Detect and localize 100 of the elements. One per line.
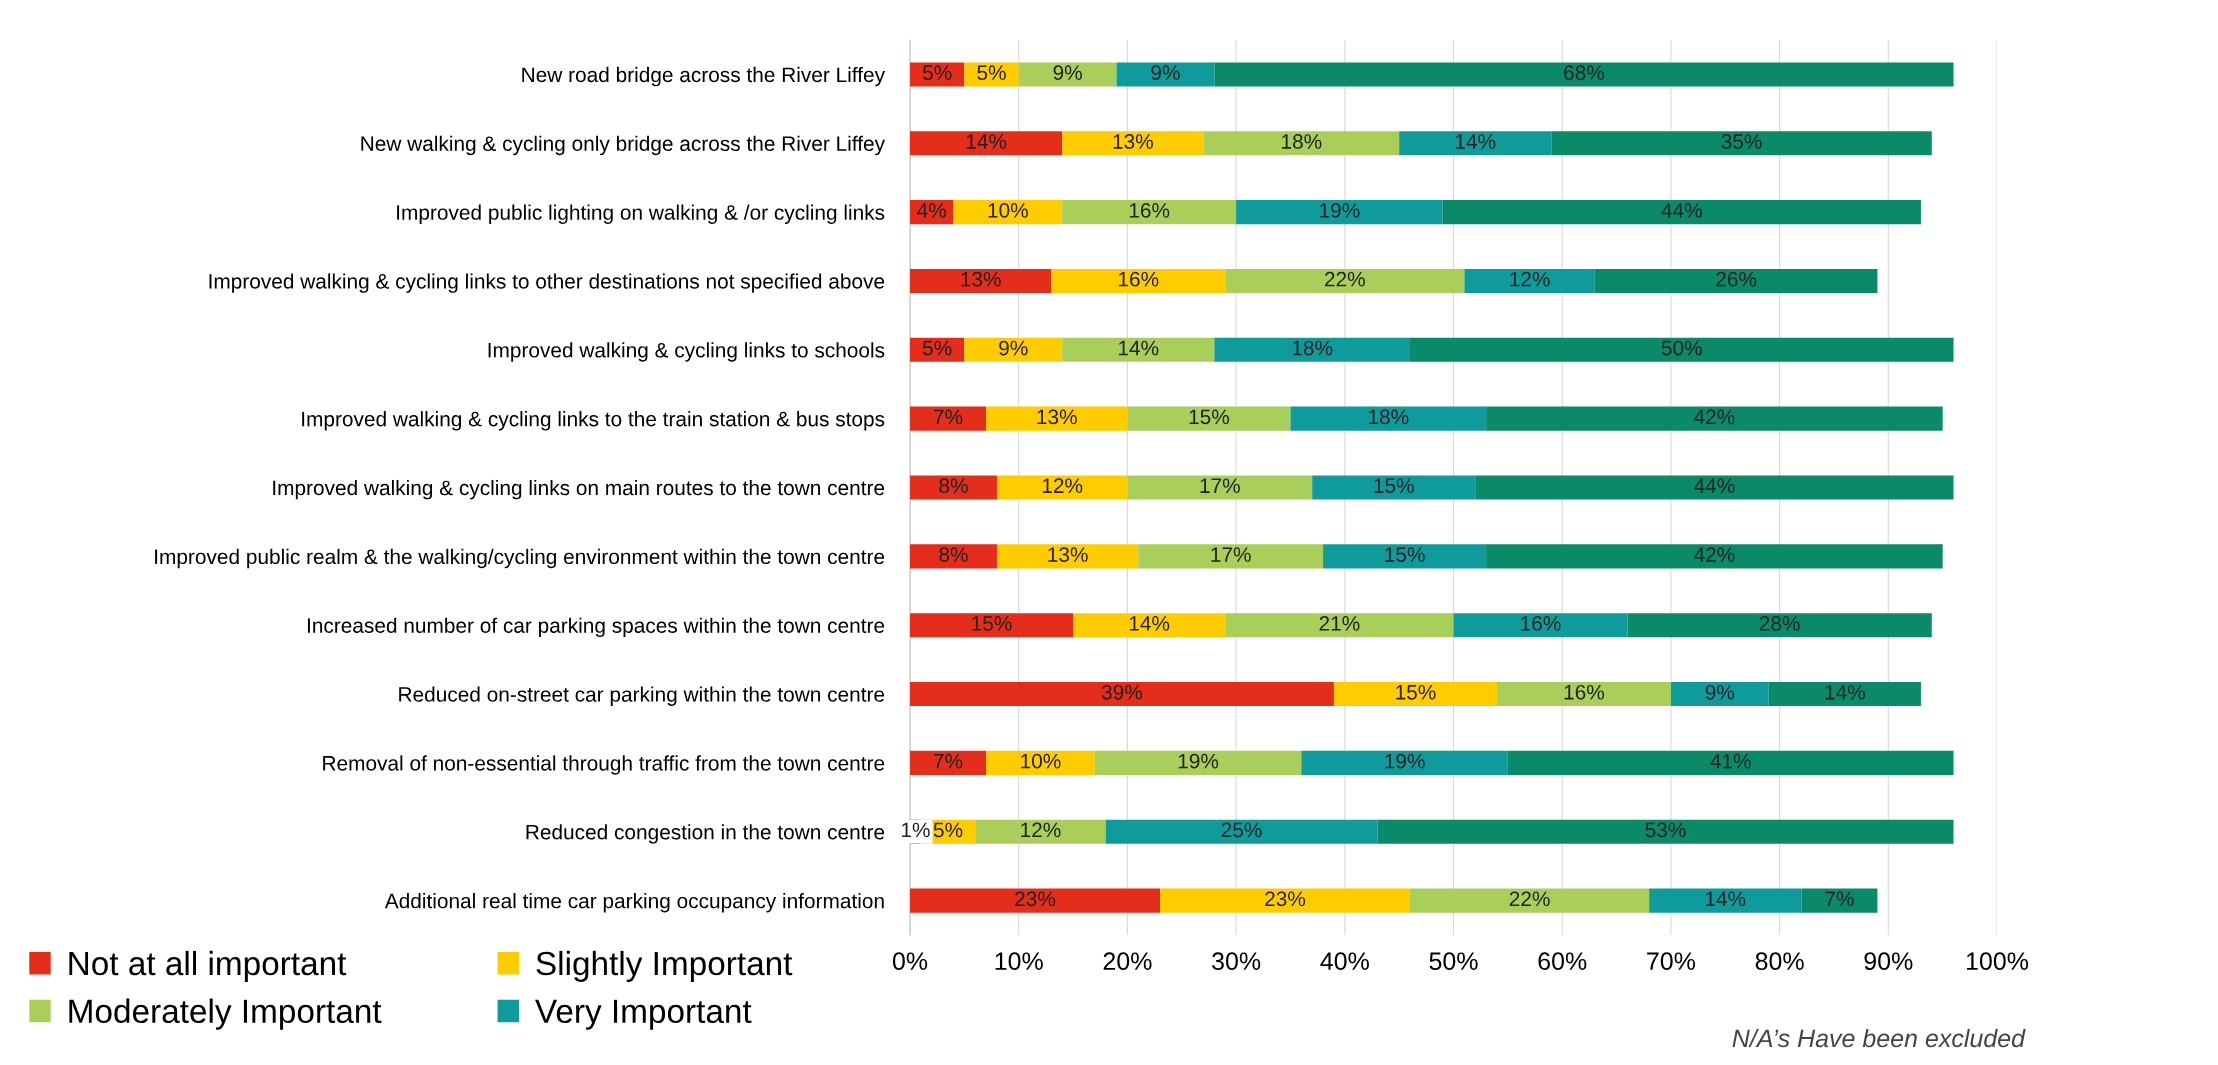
data-label: 22% [1325,271,1365,287]
bar [986,406,1128,431]
data-label: 18% [1369,409,1409,425]
bar [996,475,1128,500]
bar [1073,613,1226,638]
data-label: 5% [933,822,963,838]
bar [953,200,1063,225]
bar [910,750,987,775]
bar [1105,819,1378,844]
data-label: 16% [1521,616,1561,631]
data-label: 10% [988,202,1028,218]
data-label: 18% [1282,134,1322,149]
bar [1214,62,1954,87]
data-label: 26% [1716,271,1757,287]
bar [1333,681,1497,707]
data-label: 15% [1385,547,1425,562]
bar [1138,544,1324,569]
bar [1486,406,1943,431]
data-label: 28% [1759,616,1800,631]
data-label: 15% [1374,478,1414,494]
data-label: 16% [1129,202,1170,218]
data-label: 53% [1645,822,1686,838]
bar [1094,750,1302,775]
data-label: 19% [1385,753,1425,769]
x-tick-label: 40% [1320,952,1369,971]
data-label: 13% [961,271,1001,287]
bar [996,544,1139,569]
bar [1018,62,1117,87]
data-label: 7% [1825,891,1854,907]
bar [910,406,987,431]
bar [1051,268,1226,294]
bar [910,131,1063,156]
bar [910,888,1161,913]
data-label: 9% [999,340,1028,356]
x-tick-label: 30% [1212,952,1261,971]
bar [1627,613,1932,638]
legend-label: Slightly Important [536,950,793,982]
data-label: 44% [1694,478,1735,494]
bar [1377,819,1954,844]
y-tick-label: Improved walking & cycling links to other destinations not specified above [209,273,885,293]
data-label: 19% [1178,753,1219,769]
data-label: 5% [977,65,1006,81]
x-tick-label: 90% [1864,952,1913,971]
data-label: 16% [1119,271,1159,287]
data-label: 22% [1509,891,1550,907]
data-label: 68% [1564,65,1605,81]
bar [910,268,1052,294]
data-label: 7% [934,753,963,769]
y-tick-label: New road bridge across the River Liffey [522,66,885,87]
bar [1203,131,1400,156]
bar [1442,200,1921,225]
y-tick-label: Improved walking & cycling links on main routes to the town centre [273,479,885,500]
data-label: 13% [1048,547,1088,562]
bar [1062,131,1204,156]
data-label: 8% [939,478,968,494]
bar [1464,268,1595,294]
data-label: 39% [1101,684,1143,700]
bar [1323,544,1487,569]
y-tick-label: Reduced on-street car parking within the town centre [399,686,885,706]
data-label: 19% [1320,202,1360,218]
x-tick-label: 20% [1103,952,1152,971]
bar [910,681,1334,707]
data-label: 15% [1189,409,1230,425]
x-tick-label: 10% [995,952,1043,971]
bar [986,750,1095,775]
data-label: 14% [1119,340,1159,356]
data-label: 23% [1015,891,1056,907]
y-tick-label: Improved public realm & the walking/cycling environment within the town centre [155,548,885,569]
x-tick-label: 100% [1966,952,2029,971]
data-label: 41% [1710,753,1751,769]
text: N/A’s Have been excluded [1732,1028,2026,1048]
data-label: 12% [1510,271,1550,287]
bar [1312,475,1476,500]
bar [1399,131,1552,156]
y-tick-label: Improved walking & cycling links to the train station & bus stops [302,411,885,431]
bar [1801,888,1878,913]
bar [1410,888,1650,913]
y-tick-label: New walking & cycling only bridge across the River Liffey [361,135,885,156]
data-label: 42% [1694,547,1735,562]
bar [1768,681,1921,707]
bar [964,337,1063,362]
bar [1290,406,1487,431]
bar [1062,200,1237,225]
data-label: 14% [1129,616,1170,631]
bar [1670,681,1769,707]
x-tick-label: 60% [1538,952,1587,971]
bar [1225,268,1465,294]
bar [910,613,1074,638]
y-tick-label: Improved public lighting on walking & /or cycling links [397,204,885,224]
bar [975,819,1106,844]
bar [1225,613,1454,638]
bar [1301,750,1508,775]
bar [1594,268,1878,294]
y-tick-label: Additional real time car parking occupancy information [384,893,884,913]
data-label: 17% [1211,547,1251,562]
data-label: 50% [1661,340,1702,356]
data-label: 25% [1221,822,1262,838]
data-label: 17% [1200,478,1240,494]
data-label: 4% [917,203,947,218]
bar [1551,131,1932,156]
